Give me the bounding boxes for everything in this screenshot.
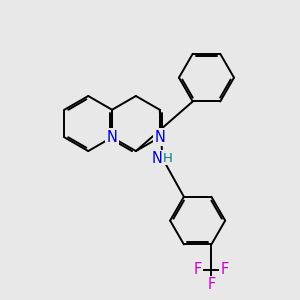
Text: N: N [154, 130, 165, 145]
Text: F: F [221, 262, 229, 277]
Text: F: F [194, 262, 202, 277]
Text: H: H [162, 152, 172, 165]
Text: F: F [207, 277, 215, 292]
Text: N: N [106, 130, 118, 145]
Text: N: N [152, 151, 162, 166]
